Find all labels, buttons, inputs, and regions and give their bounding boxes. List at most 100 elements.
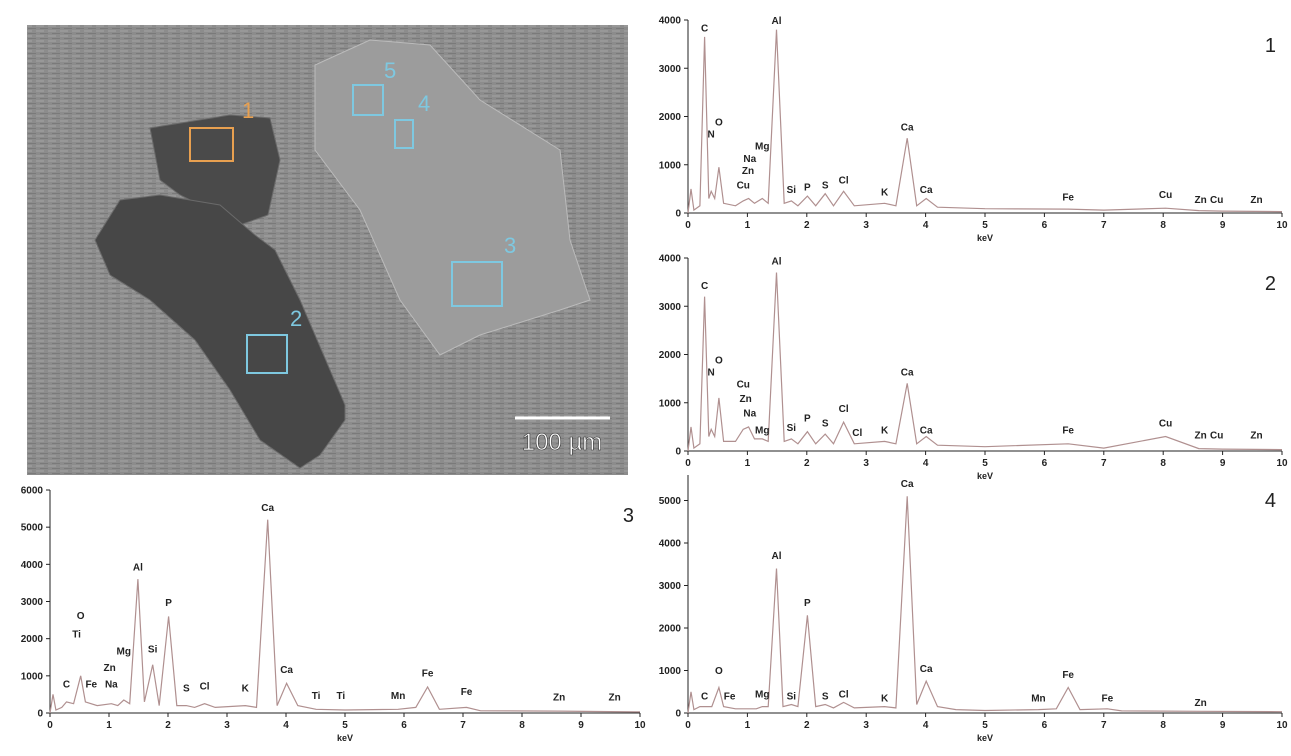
y-tick-label: 2000: [659, 624, 682, 635]
x-axis-label: keV: [977, 471, 993, 481]
region-label: 3: [504, 233, 516, 258]
peak-label: Fe: [1062, 192, 1074, 203]
peak-label: S: [822, 180, 829, 191]
x-tick-label: 7: [460, 720, 466, 731]
peak-label: Na: [743, 409, 756, 420]
x-tick-label: 9: [578, 720, 584, 731]
y-tick-label: 2000: [659, 350, 682, 361]
peak-label: Cu: [737, 380, 750, 391]
peak-label: C: [701, 281, 708, 292]
peak-label: Cu: [1210, 430, 1223, 441]
peak-label: Al: [772, 16, 782, 27]
y-tick-label: 5000: [659, 496, 682, 507]
peak-label: Zn: [609, 693, 621, 704]
spectrum-line: [687, 29, 1283, 214]
peak-label: Cl: [852, 428, 862, 439]
peak-label: P: [804, 598, 811, 609]
peak-label: C: [701, 691, 708, 702]
x-tick-label: 0: [47, 720, 53, 731]
y-tick-label: 0: [37, 709, 43, 720]
region-label: 4: [418, 91, 430, 116]
region-box: [352, 84, 384, 116]
x-tick-label: 4: [923, 458, 929, 469]
peak-label: K: [881, 426, 889, 437]
peak-label: Ca: [280, 665, 293, 676]
peak-label: Ti: [72, 630, 81, 641]
peak-label: Al: [772, 551, 782, 562]
peak-label: P: [165, 598, 172, 609]
x-tick-label: 5: [982, 458, 988, 469]
peak-label: Zn: [553, 693, 565, 704]
peak-label: S: [822, 691, 829, 702]
peak-label: Fe: [724, 691, 736, 702]
peak-label: Zn: [742, 166, 754, 177]
peak-label: Fe: [85, 680, 97, 691]
y-tick-label: 4000: [659, 16, 682, 27]
y-tick-label: 0: [675, 709, 681, 720]
peak-label: Al: [133, 563, 143, 574]
peak-label: Ca: [261, 503, 274, 514]
x-tick-label: 10: [1276, 220, 1288, 231]
y-tick-label: 5000: [21, 523, 44, 534]
peak-label: Cl: [839, 404, 849, 415]
y-tick-label: 3000: [659, 302, 682, 313]
peak-label: Al: [772, 257, 782, 268]
x-tick-label: 6: [401, 720, 407, 731]
peak-label: Na: [105, 680, 118, 691]
x-tick-label: 3: [224, 720, 230, 731]
peak-label: Na: [743, 154, 756, 165]
peak-label: C: [63, 680, 70, 691]
peak-label: Zn: [1250, 430, 1262, 441]
peak-label: Cl: [200, 682, 210, 693]
peak-label: N: [708, 368, 715, 379]
peak-label: Ca: [901, 368, 914, 379]
spectrum-line: [687, 496, 1283, 714]
peak-label: Cu: [1210, 195, 1223, 206]
x-tick-label: 0: [685, 220, 691, 231]
y-tick-label: 3000: [659, 64, 682, 75]
peak-label: Fe: [422, 669, 434, 680]
fragment: [314, 39, 591, 356]
peak-label: Ti: [337, 691, 346, 702]
peak-label: P: [804, 183, 811, 194]
peak-label: Ca: [920, 185, 933, 196]
region-box: [394, 119, 414, 149]
peak-label: Si: [787, 691, 797, 702]
region-label: 5: [384, 58, 396, 83]
x-tick-label: 5: [982, 720, 988, 731]
panel-label: 1: [1265, 35, 1276, 57]
peak-label: Fe: [1062, 670, 1074, 681]
peak-label: O: [715, 356, 723, 367]
peak-label: Zn: [1250, 195, 1262, 206]
fragment: [94, 194, 346, 469]
y-tick-label: 3000: [21, 597, 44, 608]
x-tick-label: 3: [863, 458, 869, 469]
y-tick-label: 1000: [659, 160, 682, 171]
peak-label: Fe: [1062, 426, 1074, 437]
x-tick-label: 9: [1220, 220, 1226, 231]
y-tick-label: 1000: [21, 671, 44, 682]
peak-label: Cu: [1159, 190, 1172, 201]
x-axis-label: keV: [337, 733, 353, 743]
x-tick-label: 3: [863, 220, 869, 231]
x-tick-label: 9: [1220, 458, 1226, 469]
x-tick-label: 0: [685, 458, 691, 469]
peak-label: O: [77, 611, 85, 622]
x-tick-label: 8: [1160, 220, 1166, 231]
y-tick-label: 0: [675, 209, 681, 220]
x-tick-label: 6: [1042, 458, 1048, 469]
peak-label: Zn: [1195, 698, 1207, 709]
spectrum-line: [49, 519, 641, 714]
x-tick-label: 2: [804, 458, 810, 469]
x-tick-label: 8: [1160, 458, 1166, 469]
x-tick-label: 10: [634, 720, 646, 731]
peak-label: K: [881, 188, 889, 199]
y-tick-label: 2000: [21, 634, 44, 645]
peak-label: Mg: [755, 689, 769, 700]
peak-label: N: [708, 130, 715, 141]
fragment: [149, 114, 281, 226]
y-tick-label: 1000: [659, 666, 682, 677]
peak-label: C: [701, 23, 708, 34]
